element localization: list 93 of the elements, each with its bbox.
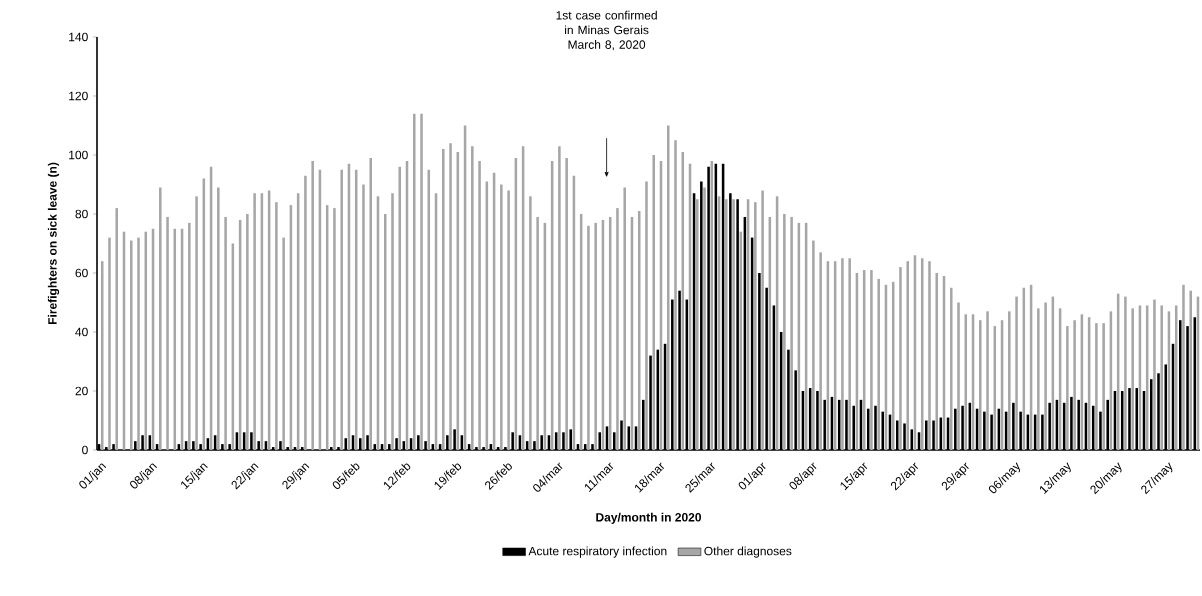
bar <box>1124 296 1127 450</box>
bar <box>725 199 728 450</box>
bar <box>819 252 822 450</box>
bar <box>275 202 278 450</box>
bar <box>841 258 844 450</box>
bar <box>906 261 909 450</box>
bar <box>565 157 568 450</box>
bar <box>224 216 227 450</box>
y-axis-title: Firefighters on sick leave (n) <box>47 162 60 325</box>
bar <box>383 214 387 450</box>
bar <box>949 287 953 450</box>
bar <box>137 237 140 450</box>
bar <box>681 152 685 450</box>
bar <box>877 278 880 450</box>
y-tick-label: 140 <box>69 32 88 42</box>
bar <box>362 184 365 450</box>
bar <box>674 140 677 450</box>
bar <box>471 146 474 450</box>
bar <box>899 267 902 450</box>
y-tick-label: 60 <box>75 268 88 278</box>
bar <box>848 258 851 450</box>
bar <box>696 199 699 450</box>
bar <box>195 196 198 450</box>
bar <box>1102 323 1105 450</box>
legend-label: Acute respiratory infection <box>528 546 667 558</box>
bar <box>188 222 191 450</box>
bar <box>1073 320 1076 450</box>
bar <box>1044 302 1047 450</box>
bar <box>790 216 793 450</box>
bar <box>311 160 314 450</box>
bar <box>1066 326 1069 450</box>
bar <box>928 261 931 450</box>
bar <box>812 240 815 450</box>
bar <box>108 237 111 450</box>
bar <box>246 214 249 450</box>
bar <box>957 302 960 450</box>
bar <box>442 149 445 450</box>
bar <box>166 216 169 450</box>
y-tick-label: 0 <box>82 445 88 455</box>
bar <box>935 273 939 450</box>
bar <box>253 193 256 450</box>
bar <box>1153 299 1156 450</box>
bar <box>870 270 873 450</box>
bar <box>391 193 394 450</box>
bar <box>304 175 307 450</box>
bar <box>1008 311 1011 450</box>
bar <box>645 181 648 450</box>
bar <box>1182 284 1185 450</box>
bar <box>558 146 561 450</box>
bar <box>217 187 220 450</box>
bar <box>1160 305 1163 450</box>
bar <box>282 237 285 450</box>
bar <box>529 196 532 450</box>
bar <box>333 208 336 450</box>
bar <box>1095 323 1098 450</box>
bar <box>449 143 452 450</box>
bar <box>115 208 119 450</box>
bar <box>1131 308 1134 450</box>
bar <box>703 187 706 450</box>
bar <box>340 169 343 450</box>
bar <box>129 240 133 450</box>
bar <box>420 113 423 450</box>
bar <box>159 187 162 450</box>
bar <box>652 155 656 450</box>
bar <box>623 187 626 450</box>
bar <box>761 190 764 450</box>
bar <box>616 208 619 450</box>
bar <box>666 125 670 450</box>
y-tick-label: 20 <box>75 386 88 396</box>
x-axis-title: Day/month in 2020 <box>596 512 702 524</box>
bar <box>478 160 481 450</box>
annotation: 1st case confirmed in Minas Gerais March 8, 2020 <box>556 10 657 51</box>
bar <box>413 113 416 450</box>
y-tick-label: 120 <box>69 91 88 101</box>
y-tick-label: 40 <box>75 327 88 337</box>
legend-label: Other diagnoses <box>704 546 792 558</box>
bar <box>732 199 735 450</box>
bar <box>398 166 402 450</box>
bar <box>754 202 757 450</box>
y-tick-label: 80 <box>75 209 88 219</box>
bar <box>783 214 786 450</box>
bar <box>536 216 539 450</box>
bar <box>979 320 982 450</box>
bar <box>587 225 590 450</box>
bar <box>1037 308 1040 450</box>
bar <box>1189 290 1192 450</box>
bar <box>507 190 510 450</box>
bar <box>369 157 372 450</box>
bar <box>500 184 503 450</box>
bar <box>1015 296 1018 450</box>
bar <box>594 222 597 450</box>
y-tick-label: 100 <box>69 150 88 160</box>
bar <box>986 311 989 450</box>
